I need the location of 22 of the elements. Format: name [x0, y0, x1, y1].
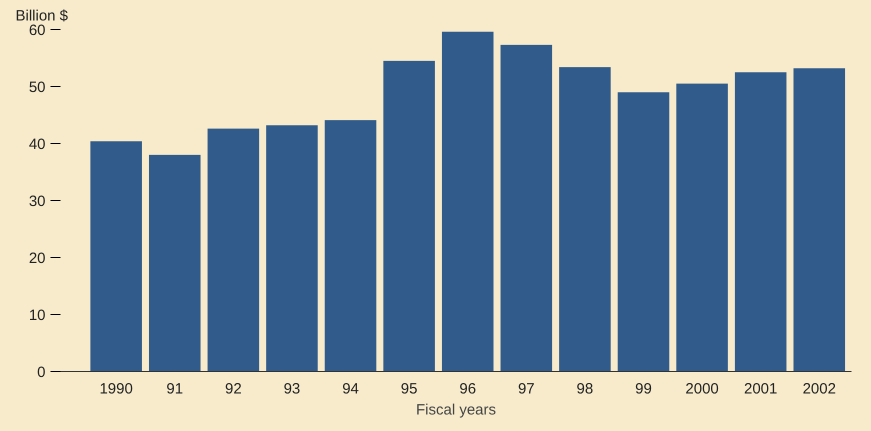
x-tick-label: 97: [518, 380, 535, 398]
x-tick-label: 99: [635, 380, 652, 398]
x-tick-label: 2000: [685, 380, 719, 398]
x-tick-label: 92: [225, 380, 242, 398]
x-tick-label: 96: [459, 380, 476, 398]
x-tick-label: 2001: [744, 380, 778, 398]
x-tick-label: 94: [342, 380, 359, 398]
x-tick-label: 95: [400, 380, 418, 398]
y-tick-label: 60: [28, 22, 46, 39]
x-tick-label: 98: [576, 380, 594, 398]
y-tick-label: 40: [28, 136, 46, 153]
x-tick-label: 91: [166, 380, 184, 398]
x-tick-label: 1990: [99, 380, 133, 398]
y-tick-label: 20: [28, 250, 46, 267]
y-tick-label: 50: [28, 79, 46, 96]
x-tick-label: 2002: [802, 380, 836, 398]
x-axis-title: Fiscal years: [416, 402, 496, 418]
y-tick-label: 30: [28, 193, 46, 210]
x-tick-label: 93: [284, 380, 300, 398]
y-tick-label: 0: [37, 364, 46, 381]
y-axis-title: Billion $: [16, 8, 69, 24]
y-tick-label: 10: [28, 307, 46, 324]
